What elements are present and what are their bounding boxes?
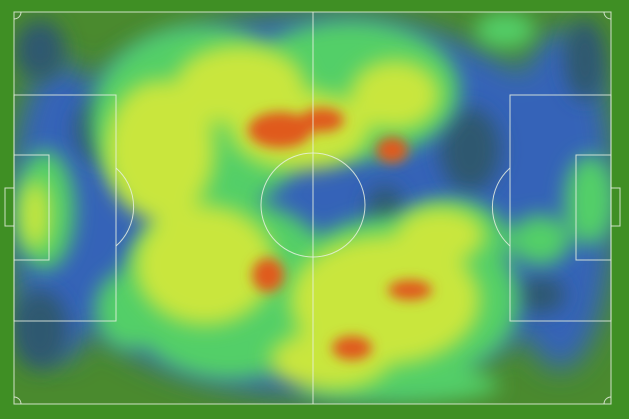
heat-layer-peak (248, 108, 432, 360)
heat-layer-high (20, 45, 485, 390)
pitch-lines (4, 11, 621, 405)
